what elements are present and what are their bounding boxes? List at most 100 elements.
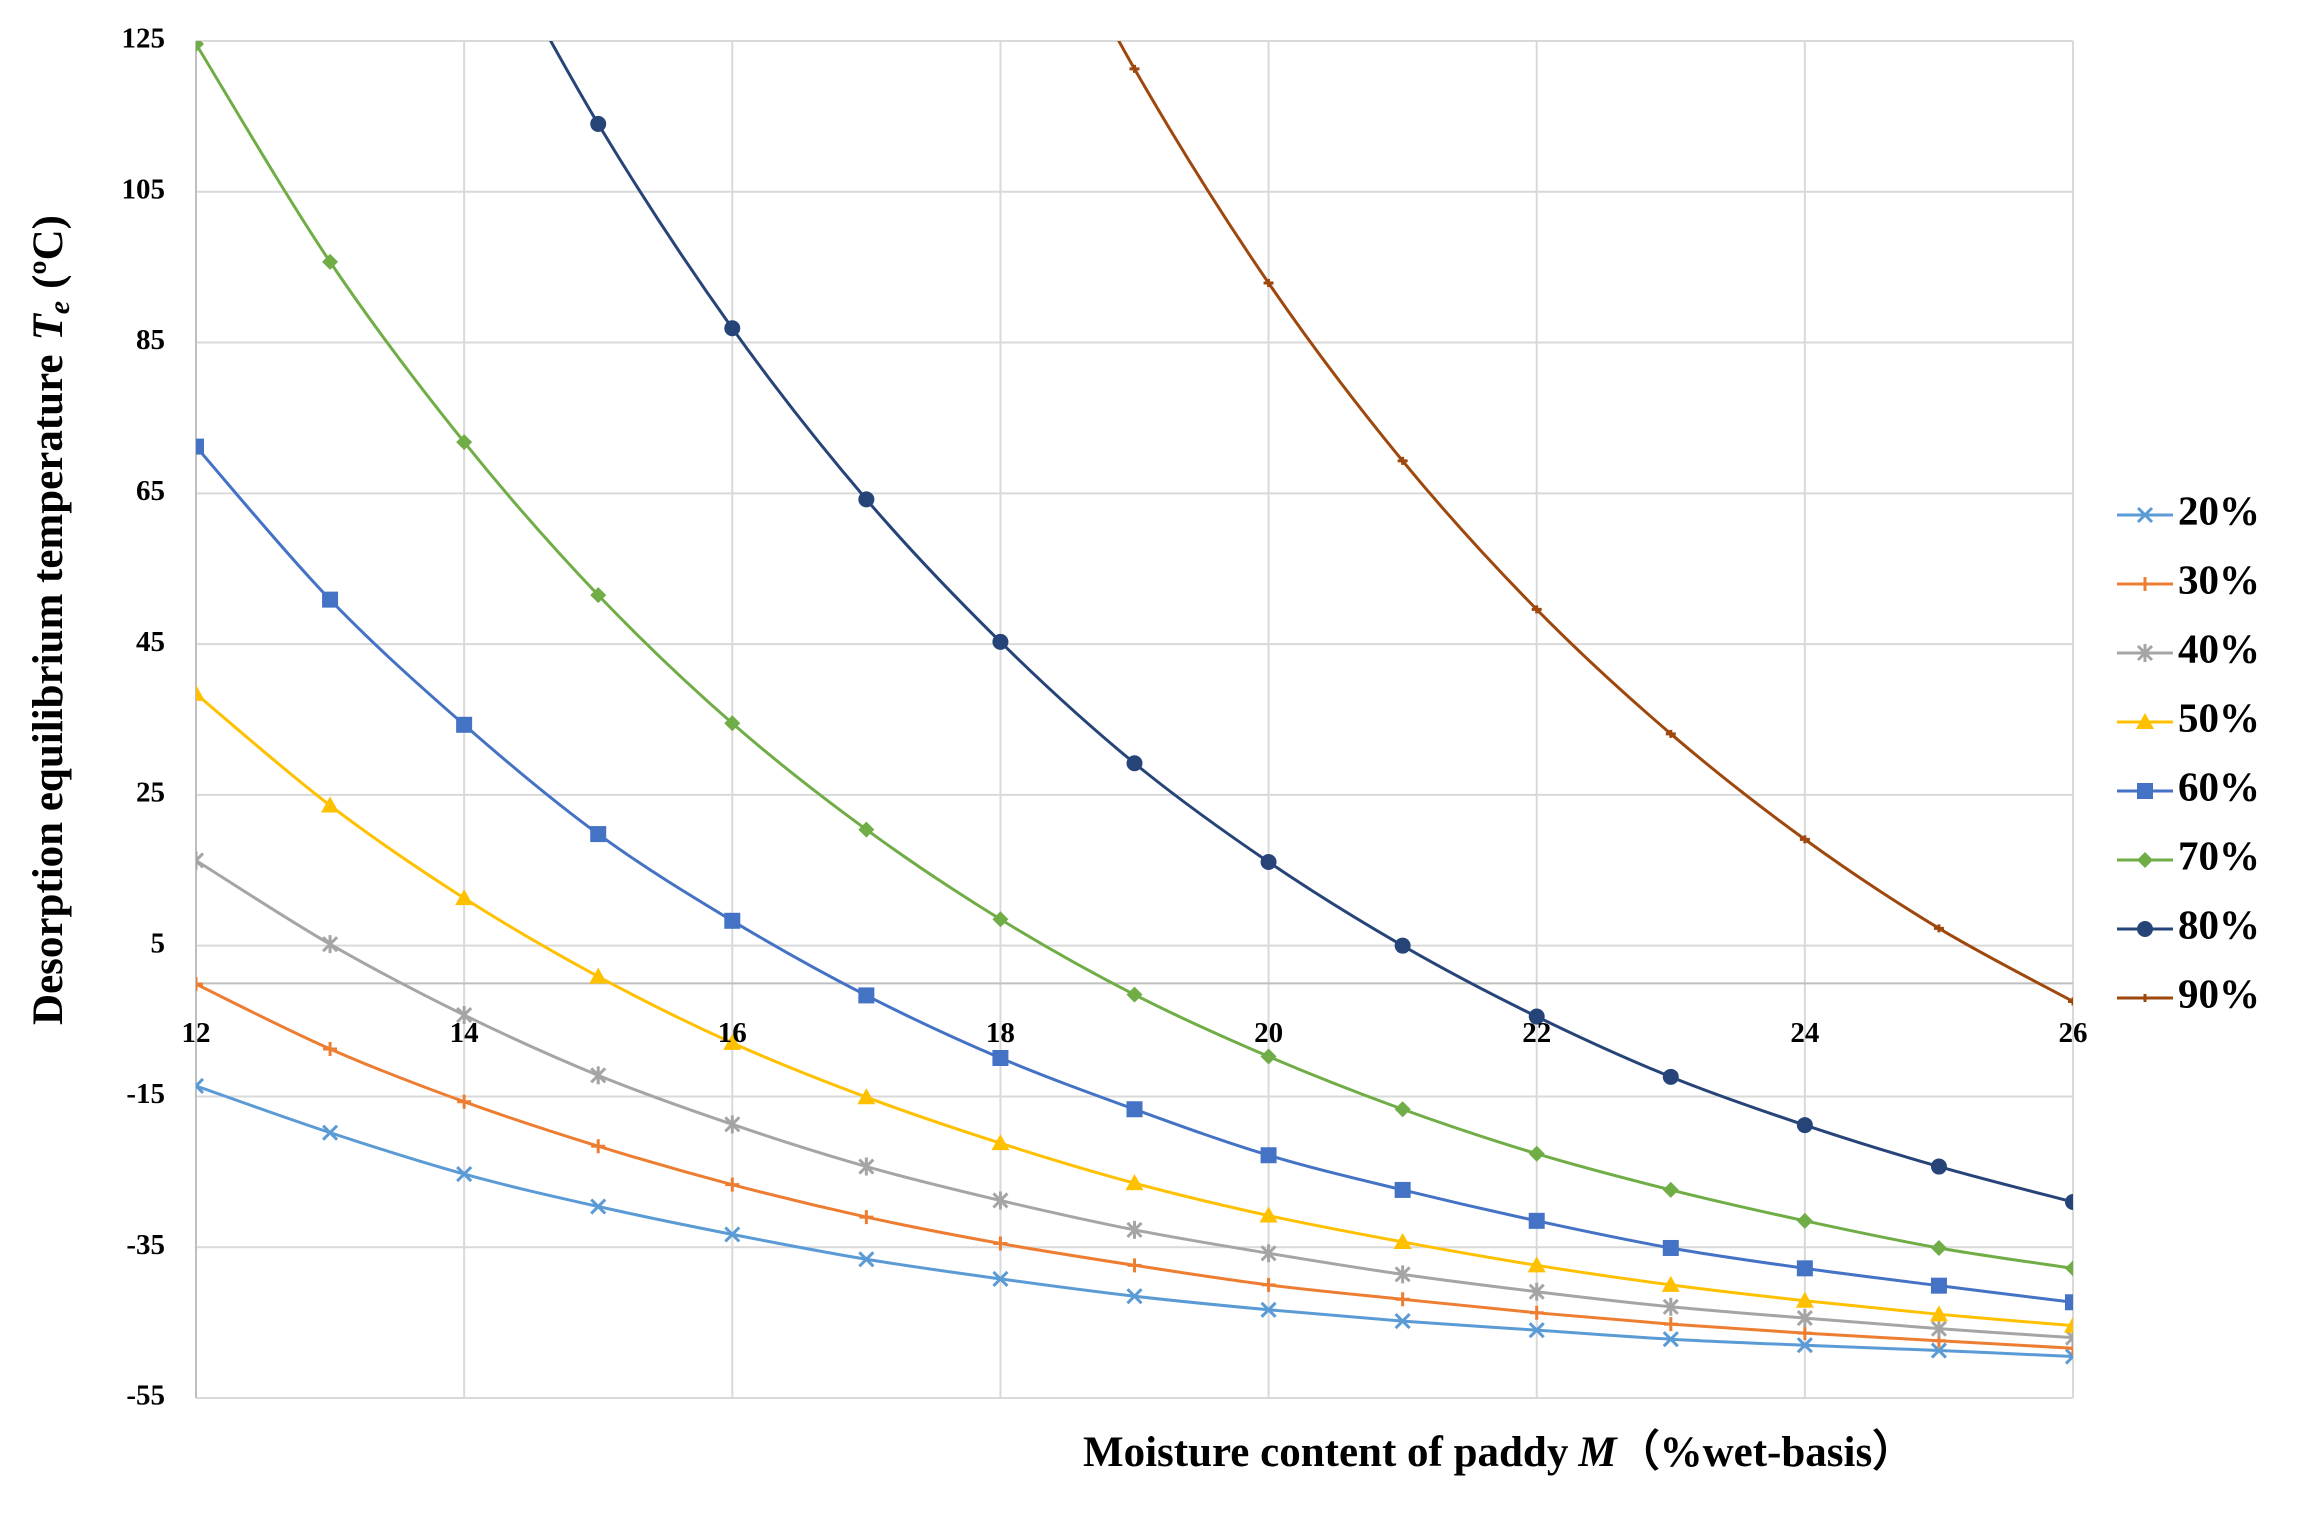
marker — [1933, 924, 1944, 933]
y-tick-label: -55 — [126, 1380, 165, 1412]
legend-text: 40% — [2178, 625, 2260, 671]
x-tick-label: 14 — [450, 1017, 479, 1049]
marker — [2065, 1260, 2073, 1277]
y-tick-label: 5 — [151, 927, 166, 959]
marker — [1263, 278, 1274, 287]
legend-text: 70% — [2178, 832, 2260, 878]
marker — [1796, 1260, 1813, 1277]
series-line — [196, 43, 2073, 1270]
marker — [2136, 644, 2154, 662]
marker — [1126, 1101, 1143, 1118]
y-tick-label: 25 — [136, 777, 165, 809]
marker — [1127, 1258, 1142, 1273]
series-line — [1117, 41, 2073, 1003]
marker — [2136, 713, 2154, 729]
marker — [1930, 1239, 1947, 1256]
marker — [1930, 1319, 1947, 1338]
marker — [724, 1115, 741, 1134]
marker — [1930, 1158, 1947, 1175]
y-axis-label: Desorption equilibrium temperature Te (ºC) — [25, 215, 76, 1025]
marker — [858, 987, 875, 1004]
marker — [724, 715, 741, 732]
marker — [1529, 1305, 1544, 1320]
x-tick-label: 16 — [718, 1017, 747, 1049]
legend-text: 20% — [2178, 487, 2260, 533]
x-tick-label: 20 — [1254, 1017, 1283, 1049]
series-line — [196, 445, 2073, 1304]
marker — [1528, 1212, 1545, 1229]
marker — [322, 591, 339, 608]
marker — [1796, 1212, 1813, 1229]
marker — [1930, 1342, 1947, 1359]
marker — [992, 633, 1009, 650]
marker — [196, 977, 203, 992]
marker — [1665, 729, 1676, 738]
x-tick-label: 24 — [1790, 1017, 1819, 1049]
marker — [1260, 1147, 1277, 1164]
marker — [1528, 1322, 1545, 1339]
marker — [1397, 456, 1408, 465]
marker — [1662, 1331, 1679, 1348]
marker — [323, 1041, 338, 1056]
legend-text: 50% — [2178, 694, 2260, 740]
marker — [1663, 1317, 1678, 1332]
marker — [322, 1124, 339, 1141]
marker — [991, 1134, 1010, 1151]
series-line — [548, 41, 2073, 1204]
marker — [2137, 921, 2153, 937]
legend-text: 80% — [2178, 901, 2260, 947]
marker — [1799, 835, 1810, 844]
marker — [457, 1094, 472, 1109]
marker — [1797, 1326, 1812, 1341]
marker — [2138, 577, 2152, 591]
marker — [196, 438, 204, 455]
marker — [1395, 1292, 1410, 1307]
x-axis-label-text: Moisture content of paddy — [1083, 1429, 1569, 1476]
marker — [589, 967, 608, 984]
marker — [1661, 1275, 1680, 1292]
series-line — [196, 859, 2073, 1340]
marker — [590, 1198, 607, 1215]
marker — [1260, 853, 1277, 870]
marker — [1394, 1265, 1411, 1284]
marker — [992, 1191, 1009, 1210]
legend-text: 60% — [2178, 763, 2260, 809]
marker — [196, 1077, 205, 1094]
marker — [1126, 986, 1143, 1003]
marker — [591, 1139, 606, 1154]
marker — [455, 889, 474, 906]
y-tick-label: 125 — [122, 23, 166, 55]
marker — [590, 115, 607, 132]
marker — [1259, 1206, 1278, 1223]
marker — [322, 253, 339, 270]
marker — [2137, 852, 2153, 868]
marker — [723, 1033, 742, 1050]
marker — [1394, 1313, 1411, 1330]
grid — [195, 40, 2074, 1399]
y-axis-label-text: Desorption equilibrium temperature — [25, 355, 72, 1025]
marker — [590, 1066, 607, 1085]
marker — [858, 821, 875, 838]
marker — [1930, 1277, 1947, 1294]
series-line — [196, 692, 2073, 1328]
marker — [590, 587, 607, 604]
marker — [2140, 994, 2150, 1002]
marker — [725, 1177, 740, 1192]
marker — [858, 491, 875, 508]
marker — [858, 1251, 875, 1268]
marker — [321, 796, 340, 813]
marker — [2137, 783, 2153, 799]
marker — [1125, 1174, 1144, 1191]
marker — [1528, 1282, 1545, 1301]
marker — [2064, 1316, 2073, 1333]
marker — [196, 684, 205, 701]
marker — [1261, 1277, 1276, 1292]
marker — [992, 1049, 1009, 1066]
x-axis-label-unit: （%wet-basis） — [1617, 1428, 1916, 1476]
y-tick-label: 105 — [122, 173, 166, 205]
marker — [196, 41, 204, 53]
marker — [1662, 1068, 1679, 1085]
marker — [724, 912, 741, 929]
x-axis-label-symbol: M — [1577, 1429, 1618, 1476]
